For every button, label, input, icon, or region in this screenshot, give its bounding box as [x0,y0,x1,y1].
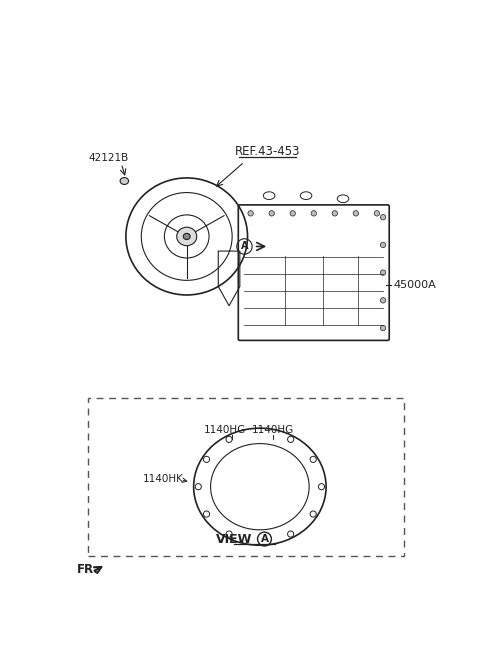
Ellipse shape [380,214,386,220]
Ellipse shape [318,483,324,490]
Ellipse shape [195,483,201,490]
Ellipse shape [380,270,386,275]
Ellipse shape [311,211,316,216]
Ellipse shape [248,211,253,216]
Ellipse shape [353,211,359,216]
Ellipse shape [374,211,380,216]
Ellipse shape [380,297,386,303]
Ellipse shape [380,326,386,331]
Ellipse shape [204,457,210,462]
Ellipse shape [288,531,294,537]
Ellipse shape [288,436,294,442]
Ellipse shape [310,511,316,517]
Text: 1140HK: 1140HK [143,474,183,484]
Ellipse shape [177,227,197,246]
Ellipse shape [332,211,337,216]
Bar [88,398,404,556]
Text: FR.: FR. [77,563,98,576]
Ellipse shape [269,211,275,216]
Text: 1140HG: 1140HG [252,424,294,435]
Text: A: A [261,534,268,544]
Text: 42121B: 42121B [89,153,129,163]
Text: 45000A: 45000A [394,280,437,290]
Ellipse shape [183,233,190,240]
Ellipse shape [290,211,295,216]
Text: A: A [240,242,248,252]
Ellipse shape [310,457,316,462]
Ellipse shape [226,436,232,442]
Text: REF.43-453: REF.43-453 [235,145,300,159]
Ellipse shape [120,178,129,185]
Text: 1140HG: 1140HG [204,424,246,435]
Ellipse shape [380,242,386,248]
Ellipse shape [226,531,232,537]
Ellipse shape [204,511,210,517]
Text: VIEW: VIEW [216,533,252,546]
